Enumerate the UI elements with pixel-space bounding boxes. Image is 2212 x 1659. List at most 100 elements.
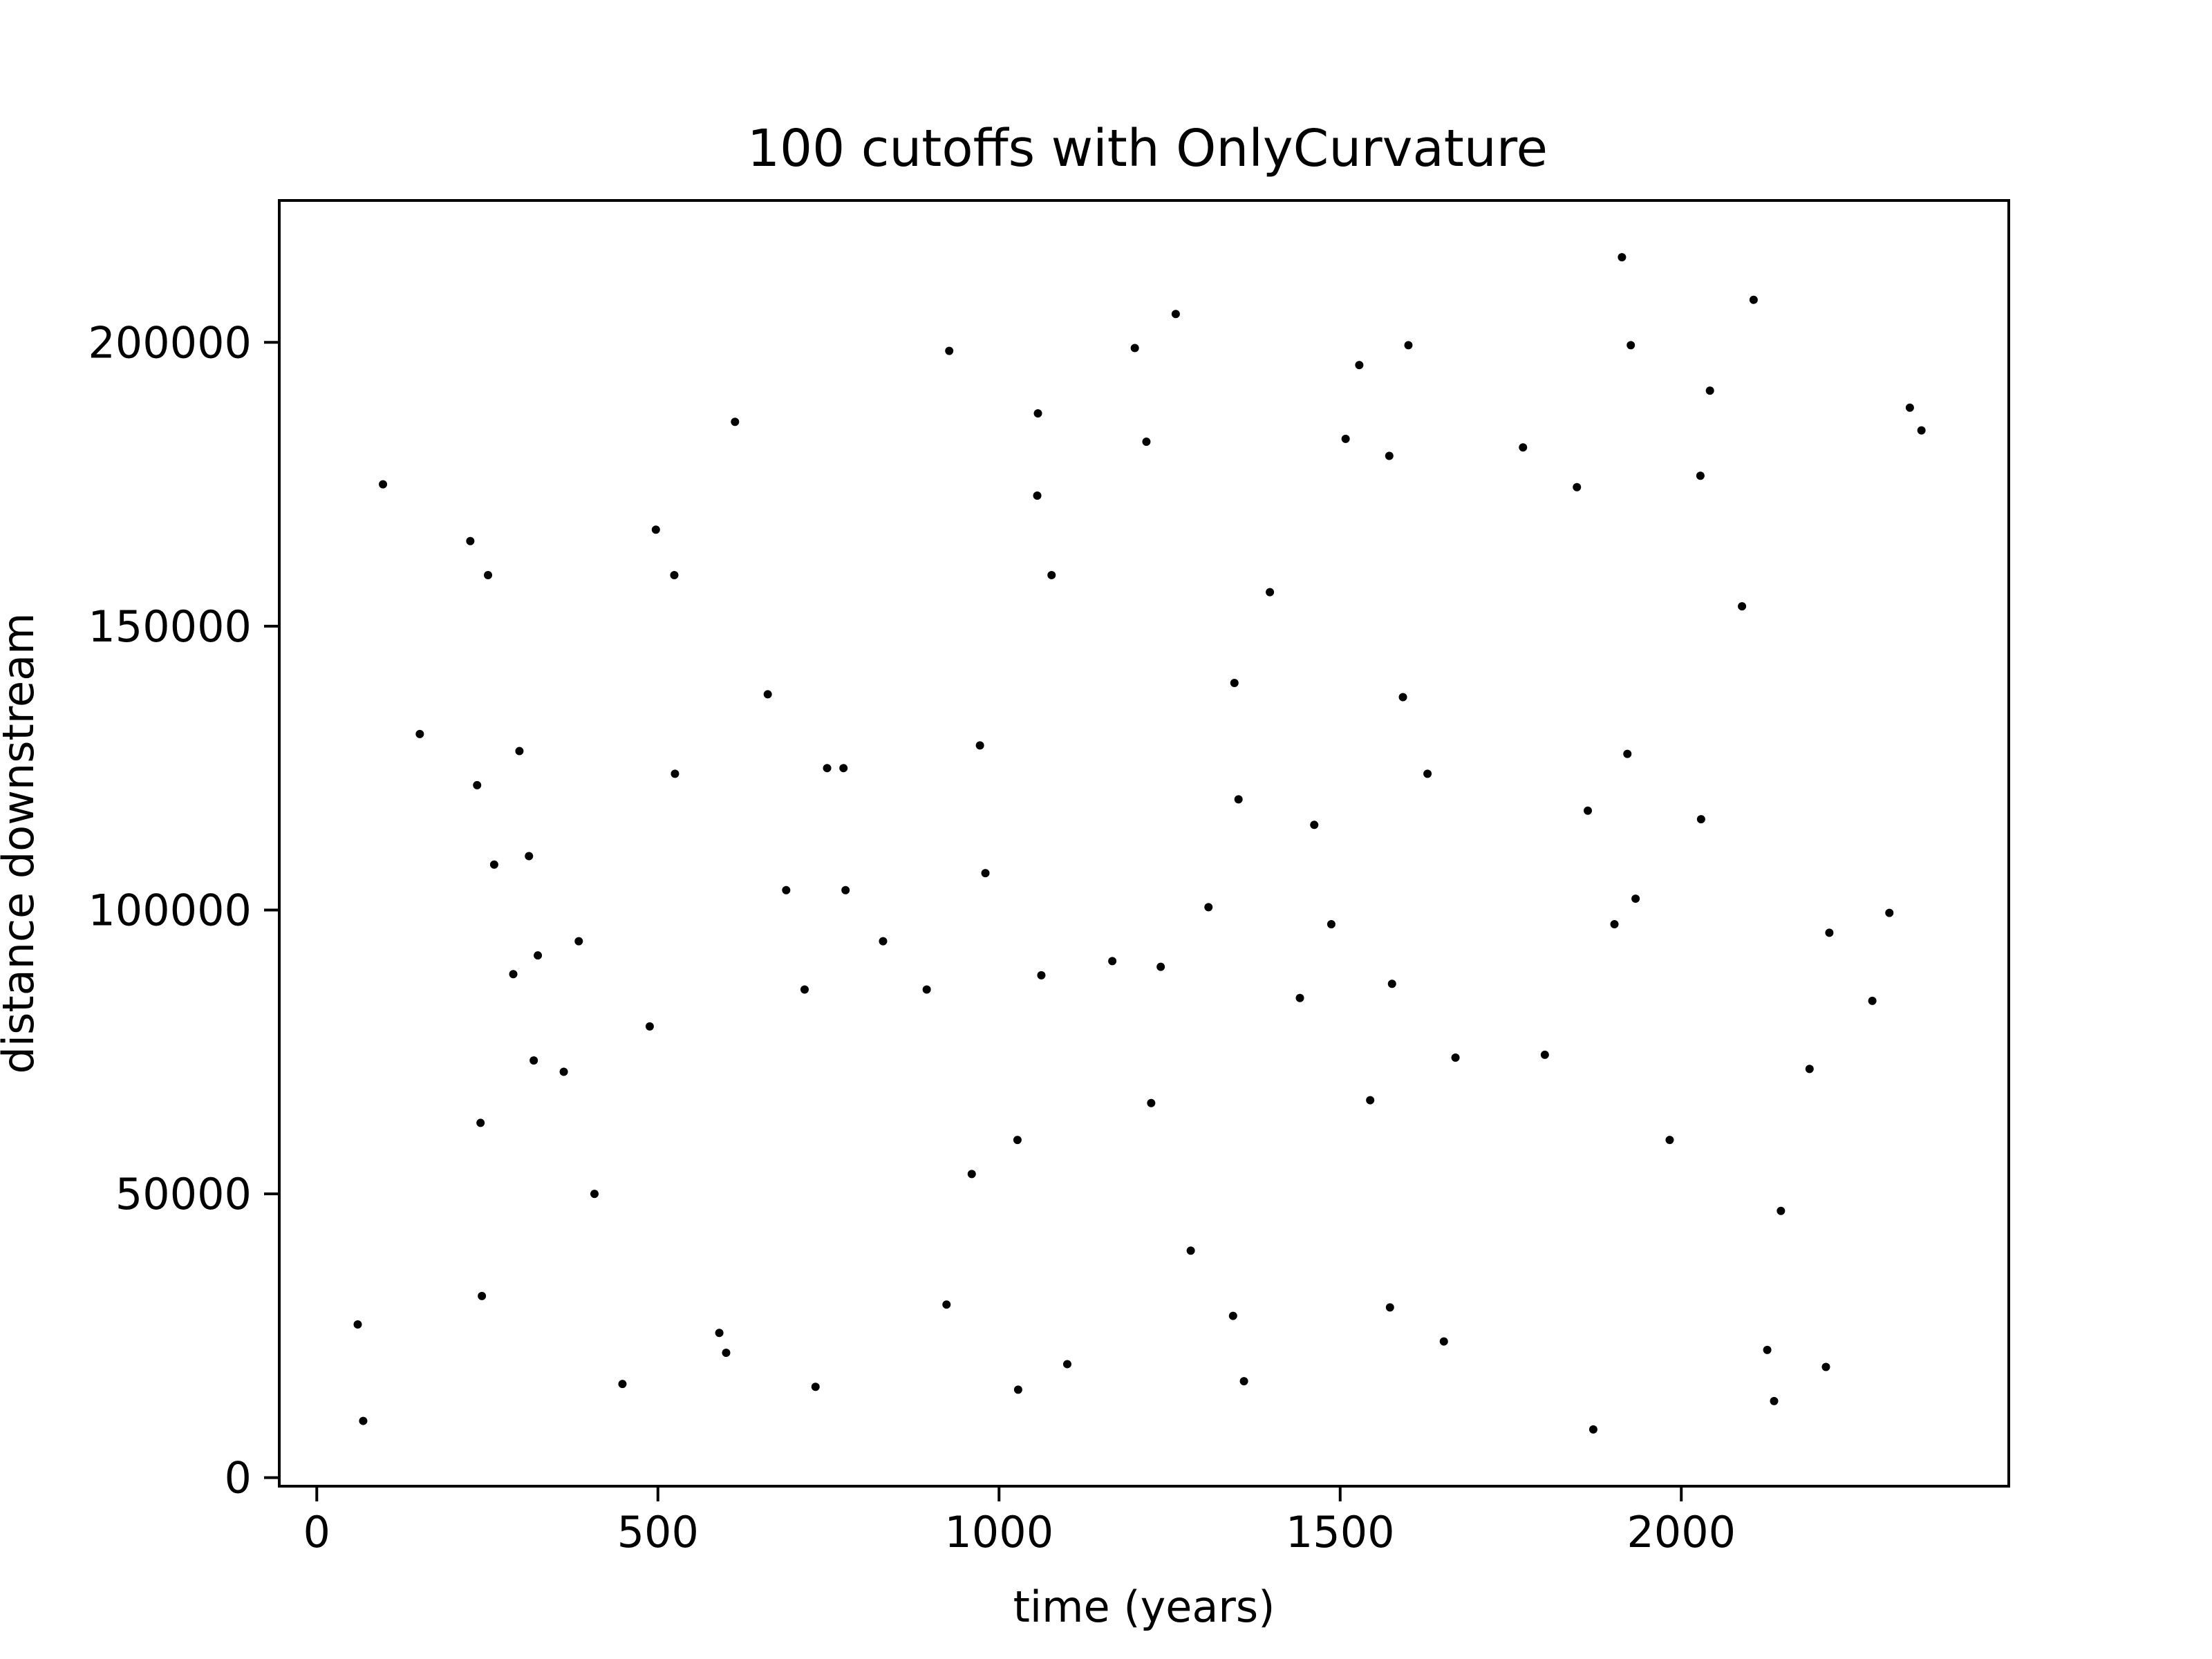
data-point [1423,769,1432,778]
data-point [1398,693,1407,702]
data-point [1770,1396,1779,1405]
data-point [1013,1136,1022,1145]
data-point [1228,1311,1237,1320]
data-point [651,525,660,534]
data-point [1033,491,1042,500]
data-point [1917,426,1926,435]
data-point [1665,1136,1674,1145]
data-point [823,764,832,773]
data-point [1108,957,1117,966]
data-point [1366,1096,1375,1105]
data-point [1738,602,1747,611]
data-point [811,1382,820,1391]
data-point [1540,1050,1549,1059]
data-point [534,951,543,960]
data-point [1239,1377,1248,1386]
data-point [1186,1246,1195,1255]
data-point [1573,482,1582,491]
data-point [415,729,424,738]
data-point [478,1291,487,1300]
data-point [515,747,524,756]
data-point [1588,1425,1597,1434]
data-point [715,1329,724,1338]
y-tick-label: 200000 [88,317,252,368]
x-axis-label: time (years) [1013,1582,1275,1632]
data-point [839,764,848,773]
data-point [1696,471,1705,480]
data-points [353,253,1926,1434]
data-point [763,690,772,699]
x-axis: 0 500 1000 1500 2000 [303,1486,1736,1557]
data-point [473,780,482,789]
data-point [529,1056,538,1065]
data-point [1439,1337,1448,1346]
data-point [945,346,954,355]
data-point [1142,438,1151,447]
plot-area [278,199,2010,1488]
y-tick-label: 100000 [88,885,252,935]
data-point [1355,361,1364,370]
data-point [645,1022,654,1031]
data-point [1130,344,1139,353]
data-point [1062,1360,1071,1369]
data-point [981,869,990,878]
data-point [800,985,809,994]
x-tick-label: 1500 [1286,1507,1395,1557]
data-point [670,570,679,579]
data-point [1171,310,1180,319]
y-tick-label: 150000 [88,601,252,652]
x-tick-label: 500 [617,1507,699,1557]
data-point [618,1380,627,1389]
data-point [1230,679,1239,688]
data-point [841,885,850,894]
data-point [1156,962,1165,971]
x-tick-label: 2000 [1627,1507,1736,1557]
data-point [671,769,679,778]
data-point [1404,341,1413,350]
data-point [1825,928,1834,937]
data-point [967,1170,976,1179]
data-point [975,741,984,750]
data-point [1885,908,1894,917]
data-point [942,1300,951,1309]
data-point [1631,894,1640,903]
data-point [1147,1098,1156,1107]
data-point [1204,903,1213,912]
data-point [484,570,493,579]
data-point [353,1320,362,1329]
data-point [1341,434,1350,443]
y-tick-label: 0 [225,1453,252,1503]
data-point [1013,1385,1022,1394]
data-point [359,1416,368,1425]
data-point [1310,821,1319,830]
data-point [1451,1053,1460,1062]
data-point [1821,1362,1830,1371]
data-point [722,1349,731,1358]
data-point [1234,795,1243,804]
data-point [782,885,791,894]
y-axis-label: distance downstream [0,613,44,1074]
data-point [574,937,583,946]
data-point [1777,1206,1785,1215]
data-point [1763,1345,1772,1354]
data-point [1623,749,1632,758]
data-point [1805,1065,1814,1074]
x-tick-label: 0 [303,1507,330,1557]
x-tick-label: 1000 [944,1507,1053,1557]
data-point [1266,588,1275,597]
data-point [1519,443,1528,452]
data-point [379,480,388,489]
data-point [1905,403,1914,412]
data-point [1047,570,1056,579]
data-point [1627,341,1635,350]
data-point [1037,971,1046,980]
data-point [1385,1303,1394,1312]
data-point [525,852,534,861]
data-point [1610,920,1619,929]
chart-title: 100 cutoffs with OnlyCurvature [747,119,1548,178]
data-point [1295,993,1304,1002]
data-point [509,970,518,979]
data-point [466,536,475,545]
data-point [879,937,888,946]
